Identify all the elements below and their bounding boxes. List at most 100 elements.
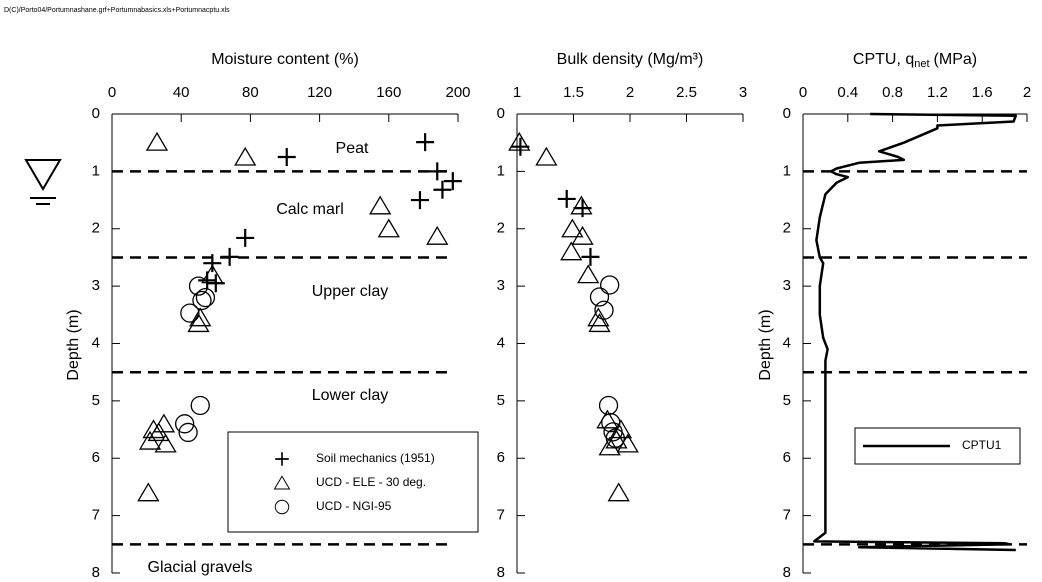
marker-plus xyxy=(433,180,452,199)
x-tick-label: 1.6 xyxy=(972,84,993,101)
y-tick-label: 4 xyxy=(92,334,100,351)
marker-triangle xyxy=(187,313,210,333)
marker-circle xyxy=(600,275,620,295)
marker-circle xyxy=(589,287,610,307)
y-tick-label: 3 xyxy=(92,277,100,294)
marker-plus xyxy=(416,133,435,152)
y-tick-label: 3 xyxy=(783,277,791,294)
x-tick-label: 2 xyxy=(626,84,634,101)
marker-triangle xyxy=(570,195,593,215)
y-tick-label: 2 xyxy=(92,220,100,237)
layer-label: Calc marl xyxy=(276,201,344,218)
x-tick-label: 1.2 xyxy=(927,84,948,101)
marker-plus xyxy=(511,137,530,156)
marker-triangle xyxy=(201,264,224,284)
marker-triangle xyxy=(234,146,257,166)
x-tick-label: 0.8 xyxy=(882,84,903,101)
marker-triangle xyxy=(535,146,558,166)
marker-circle xyxy=(180,303,200,323)
y-tick-label: 5 xyxy=(92,392,100,409)
cptu-line xyxy=(812,112,1018,552)
marker-circle xyxy=(605,428,625,448)
marker-circle xyxy=(190,395,210,416)
legend-marker xyxy=(274,499,290,515)
marker-triangle xyxy=(369,195,392,215)
y-tick-label: 2 xyxy=(497,220,505,237)
marker-triangle xyxy=(598,436,621,456)
x-axis-label-text: Moisture content (%) xyxy=(211,51,359,68)
x-tick-label: 2.5 xyxy=(676,84,697,101)
marker-triangle xyxy=(508,131,531,151)
marker-circle xyxy=(195,287,216,308)
x-axis-label-subscript: net xyxy=(914,58,929,70)
y-axis-label: Depth (m) xyxy=(757,309,774,380)
y-tick-label: 1 xyxy=(497,162,505,179)
file-path: D(C)/Porto04/Portumnashane.grf+Portumnab… xyxy=(4,7,230,14)
legend-label: UCD - NGI-95 xyxy=(316,499,392,513)
y-tick-label: 0 xyxy=(783,105,791,122)
marker-circle xyxy=(192,290,212,311)
y-tick-label: 6 xyxy=(497,449,505,466)
x-tick-label: 2 xyxy=(1023,84,1031,101)
legend: Soil mechanics (1951) UCD - ELE - 30 deg.… xyxy=(227,431,479,533)
marker-triangle xyxy=(587,307,610,327)
marker-plus xyxy=(236,228,255,247)
y-tick-label: 7 xyxy=(92,507,100,524)
y-tick-label: 7 xyxy=(497,507,505,524)
x-tick-label: 1.5 xyxy=(563,84,584,101)
panel: 0 0.4 0.8 1.2 1.6 2 0 1 2 3 4 5 6 7 8 CPTU, qnet (MPa) De… xyxy=(757,51,1031,581)
marker-triangle xyxy=(605,429,628,449)
marker-plus xyxy=(203,254,222,273)
marker-plus xyxy=(277,148,296,167)
legend-label: Soil mechanics (1951) xyxy=(316,451,435,465)
y-tick-label: 1 xyxy=(783,162,791,179)
x-tick-label: 40 xyxy=(173,84,190,101)
layer-label: Glacial gravels xyxy=(148,559,253,576)
layer-label: Peat xyxy=(336,140,369,157)
y-tick-label: 8 xyxy=(92,564,100,581)
layer-label: Upper clay xyxy=(312,283,388,300)
y-axis-label: Depth (m) xyxy=(65,309,82,380)
legend: CPTU1 xyxy=(854,427,1021,465)
marker-plus xyxy=(410,191,429,210)
marker-triangle xyxy=(377,218,400,238)
marker-triangle xyxy=(588,313,611,333)
marker-triangle xyxy=(145,131,169,151)
marker-circle xyxy=(178,422,198,443)
marker-triangle xyxy=(426,225,449,245)
marker-plus xyxy=(443,172,462,191)
legend-marker xyxy=(273,475,291,490)
x-tick-label: 0.4 xyxy=(837,84,858,101)
y-tick-label: 6 xyxy=(783,449,791,466)
marker-circle xyxy=(175,414,195,434)
marker-triangle xyxy=(137,482,160,502)
x-tick-label: 3 xyxy=(739,84,747,101)
x-axis-label-unit: (MPa) xyxy=(934,51,978,68)
x-axis-label-text: Bulk density (Mg/m³) xyxy=(557,51,704,68)
marker-circle xyxy=(594,300,614,320)
marker-plus xyxy=(428,162,447,181)
marker-triangle xyxy=(152,413,176,433)
y-tick-label: 8 xyxy=(497,564,505,581)
layer-label: Lower clay xyxy=(312,387,388,404)
x-tick-label: 80 xyxy=(242,84,259,101)
marker-triangle xyxy=(189,307,212,327)
x-tick-label: 0 xyxy=(108,84,116,101)
marker-triangle xyxy=(560,241,583,261)
y-tick-label: 1 xyxy=(92,162,100,179)
x-tick-label: 0 xyxy=(799,84,807,101)
x-tick-label: 120 xyxy=(307,84,332,101)
y-tick-label: 4 xyxy=(497,334,505,351)
y-tick-label: 8 xyxy=(783,564,791,581)
y-tick-label: 5 xyxy=(783,392,791,409)
marker-triangle xyxy=(571,225,594,245)
y-tick-label: 2 xyxy=(783,220,791,237)
y-tick-label: 4 xyxy=(783,334,791,351)
marker-plus xyxy=(581,247,600,266)
x-axis-label: Moisture content (%) xyxy=(211,51,359,68)
x-axis-label: CPTU, qnet (MPa) xyxy=(853,51,977,70)
y-tick-label: 5 xyxy=(497,392,505,409)
marker-triangle xyxy=(142,419,165,439)
